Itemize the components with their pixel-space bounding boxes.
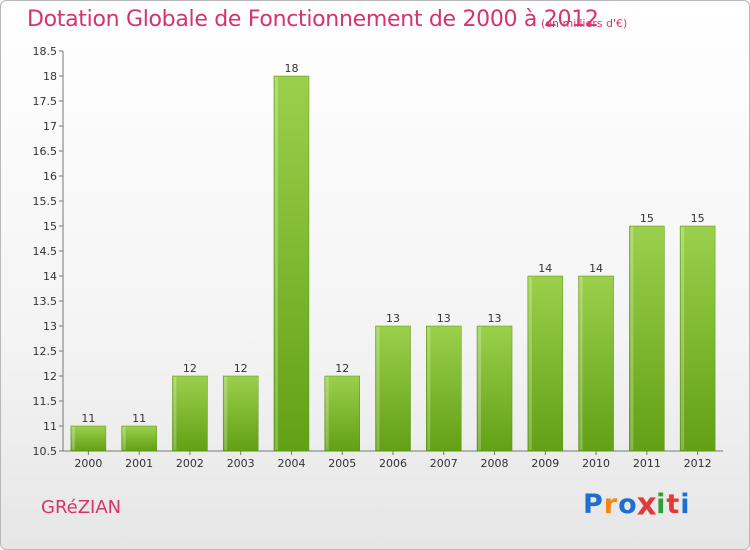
bar-2002 [172,375,208,452]
bar-highlight-2011 [630,227,634,450]
bar-2003 [222,375,259,452]
y-tick-label: 11 [43,420,57,433]
logo-letter: o [618,489,638,520]
chart-labels: 2000 11 2001 11 2002 12 2003 12 2004 18 2005 12 2006… [74,62,711,470]
y-tick-label: 13 [43,320,57,333]
data-label-2004: 18 [284,62,298,75]
bar-highlight-2012 [681,227,685,450]
logo-letter: t [666,489,681,520]
x-tick-label-2008: 2008 [481,457,509,470]
bar-2004 [273,75,310,452]
bar-2011 [629,225,665,452]
logo-letter: P [583,489,604,520]
y-tick-label: 17 [43,120,57,133]
bar-highlight-2005 [325,377,329,450]
y-tick-label: 17.5 [33,95,58,108]
data-label-2012: 15 [691,212,705,225]
data-label-2002: 12 [183,362,197,375]
bar-2000 [70,425,107,452]
commune-name: GRéZIAN [41,497,122,518]
x-tick-label-2001: 2001 [125,457,153,470]
logo-letter: x [636,486,658,523]
y-tick-label: 16 [43,170,57,183]
bar-2009 [527,275,564,452]
bar-highlight-2010 [579,277,583,450]
data-label-2001: 11 [132,412,146,425]
bar-highlight-2008 [478,327,482,450]
data-label-2008: 13 [488,312,502,325]
data-label-2003: 12 [234,362,248,375]
y-tick-label: 13.5 [33,295,58,308]
bar-2005 [324,375,360,452]
y-tick-label: 10.5 [33,445,58,458]
bar-2010 [578,275,614,452]
bar-highlight-2002 [173,377,177,450]
x-tick-label-2011: 2011 [633,457,661,470]
data-label-2011: 15 [640,212,654,225]
logo-letter: i [680,489,691,520]
bar-2007 [426,325,462,452]
x-tick-label-2000: 2000 [74,457,102,470]
proxiti-logo: Proxiti [583,486,691,523]
chart-title: Dotation Globale de Fonctionnement de 20… [27,7,599,32]
bar-highlight-2009 [528,277,532,450]
data-label-2006: 13 [386,312,400,325]
bar-highlight-2001 [122,427,126,450]
data-label-2010: 14 [589,262,603,275]
x-tick-label-2010: 2010 [582,457,610,470]
data-label-2000: 11 [81,412,95,425]
x-tick-label-2007: 2007 [430,457,458,470]
x-tick-label-2002: 2002 [176,457,204,470]
data-label-2005: 12 [335,362,349,375]
x-tick-label-2004: 2004 [277,457,305,470]
y-tick-label: 15 [43,220,57,233]
y-tick-label: 18 [43,70,57,83]
bar-highlight-2003 [224,377,228,450]
bar-2012 [679,225,716,452]
x-tick-label-2012: 2012 [684,457,712,470]
data-label-2009: 14 [538,262,552,275]
bar-highlight-2000 [71,427,75,450]
bar-2001 [121,425,157,452]
y-tick-label: 14.5 [33,245,58,258]
x-tick-label-2003: 2003 [227,457,255,470]
y-tick-label: 12.5 [33,345,58,358]
x-tick-label-2006: 2006 [379,457,407,470]
bar-highlight-2004 [274,77,278,450]
y-tick-label: 18.5 [33,45,58,58]
bar-2008 [476,325,513,452]
chart-bars [70,75,716,452]
bar-highlight-2006 [376,327,380,450]
logo-letter: r [603,489,619,520]
data-label-2007: 13 [437,312,451,325]
x-tick-label-2005: 2005 [328,457,356,470]
y-tick-label: 14 [43,270,57,283]
chart-subtitle: (en milliers d'€) [541,17,628,30]
y-tick-label: 11.5 [33,395,58,408]
y-tick-label: 15.5 [33,195,58,208]
logo-letter: i [656,489,667,520]
chart-axes: 10.5 11 11.5 12 12.5 13 13.5 14 14.5 15 15.5 16 16.5… [33,45,723,458]
bar-highlight-2007 [427,327,431,450]
bar-2006 [375,325,411,452]
y-tick-label: 16.5 [33,145,58,158]
x-tick-label-2009: 2009 [531,457,559,470]
y-tick-label: 12 [43,370,57,383]
